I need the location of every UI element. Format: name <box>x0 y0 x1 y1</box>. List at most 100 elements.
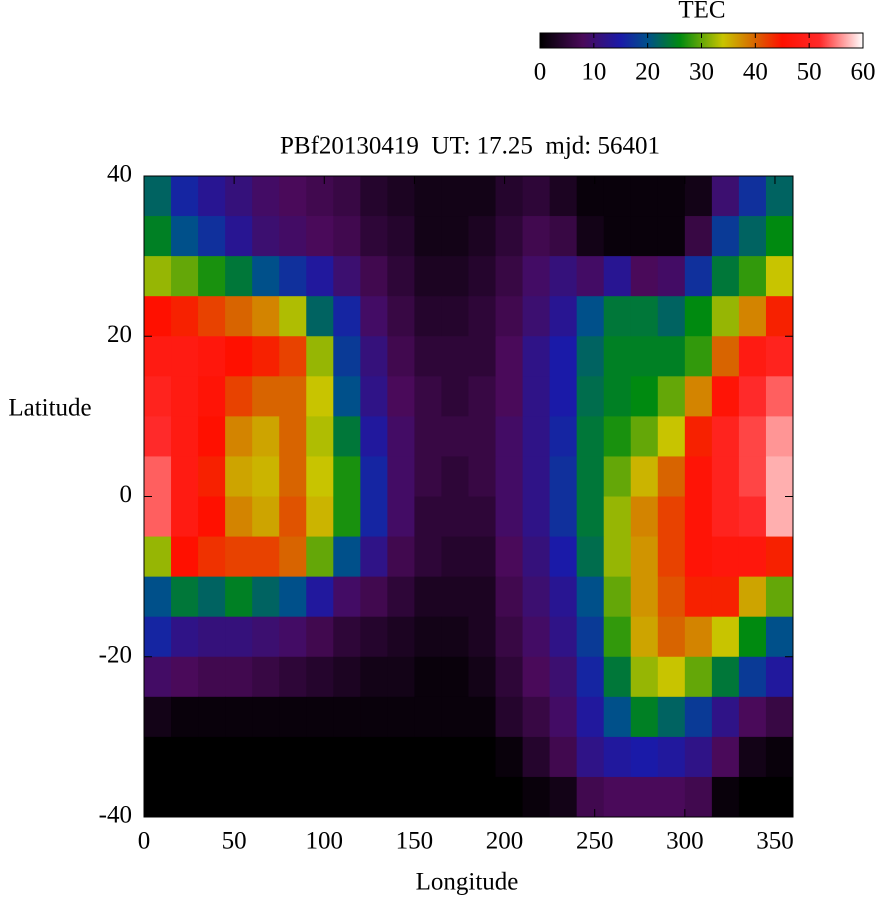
heat-cell <box>711 376 740 417</box>
heat-cell <box>684 616 713 658</box>
heat-cell <box>306 496 334 538</box>
heat-cell <box>441 656 469 698</box>
heat-cell <box>414 736 442 778</box>
heat-cell <box>360 296 388 337</box>
heat-cell <box>333 336 361 377</box>
heat-cell <box>252 736 280 778</box>
heat-cell <box>225 336 253 377</box>
heat-cell <box>387 776 415 818</box>
heat-cell <box>198 496 226 538</box>
heat-cell <box>414 496 442 538</box>
heat-cell <box>657 456 686 497</box>
heat-cell <box>576 216 605 257</box>
heat-cell <box>468 496 497 538</box>
heat-cell <box>468 576 497 618</box>
heat-cell <box>279 376 307 417</box>
heat-cell <box>252 696 280 738</box>
heat-cell <box>549 496 578 538</box>
heat-cell <box>468 336 497 377</box>
heat-cell <box>198 536 226 578</box>
heat-cell <box>468 376 497 417</box>
heat-cell <box>225 456 253 497</box>
heat-cell <box>549 736 578 778</box>
heat-cell <box>738 536 767 578</box>
heat-cell <box>657 416 686 457</box>
heat-cell <box>522 736 551 778</box>
heat-cell <box>630 616 659 658</box>
colorbar-tick-label: 30 <box>689 59 714 86</box>
heat-cell <box>144 496 172 538</box>
heat-cell <box>468 536 497 578</box>
heat-cell <box>171 456 199 497</box>
heat-cell <box>549 776 578 818</box>
heat-cell <box>522 776 551 818</box>
heat-cell <box>738 376 767 417</box>
heat-cell <box>576 616 605 658</box>
heat-cell <box>441 616 469 658</box>
heat-cell <box>495 576 524 618</box>
heat-cell <box>603 496 632 538</box>
heat-cell <box>522 696 551 738</box>
heat-cell <box>522 536 551 578</box>
heat-cell <box>441 456 469 497</box>
heat-cell <box>522 336 551 377</box>
heat-cell <box>630 256 659 297</box>
heat-cell <box>468 696 497 738</box>
heat-cell <box>495 176 524 217</box>
heat-cell <box>252 456 280 497</box>
heat-cell <box>576 776 605 818</box>
heat-cell <box>495 256 524 297</box>
heat-cell <box>252 296 280 337</box>
heat-cell <box>198 176 226 217</box>
heat-cell <box>279 296 307 337</box>
heat-cell <box>144 376 172 417</box>
heat-cell <box>495 456 524 497</box>
heat-cell <box>387 536 415 578</box>
heat-cell <box>441 536 469 578</box>
heat-cell <box>711 576 740 618</box>
heat-cell <box>198 776 226 818</box>
y-tick-label: 20 <box>107 321 132 348</box>
heat-cell <box>576 176 605 217</box>
heat-cell <box>549 416 578 457</box>
heat-cell <box>468 616 497 658</box>
heat-cell <box>738 736 767 778</box>
heat-cell <box>495 776 524 818</box>
heat-cell <box>657 296 686 337</box>
heat-cell <box>387 336 415 377</box>
heat-cell <box>468 176 497 217</box>
heat-cell <box>333 776 361 818</box>
heat-cell <box>495 376 524 417</box>
x-tick-label: 350 <box>756 828 794 855</box>
heat-cell <box>387 176 415 217</box>
heat-cell <box>522 296 551 337</box>
heat-cell <box>657 216 686 257</box>
heat-cell <box>765 536 794 578</box>
heat-cell <box>333 376 361 417</box>
heat-cell <box>252 776 280 818</box>
heat-cell <box>306 376 334 417</box>
heat-cell <box>414 616 442 658</box>
heat-cell <box>414 576 442 618</box>
heat-cell <box>198 616 226 658</box>
heat-cell <box>711 496 740 538</box>
heat-cell <box>576 376 605 417</box>
heat-cell <box>657 696 686 738</box>
heat-cell <box>333 496 361 538</box>
heat-cell <box>549 536 578 578</box>
heat-cell <box>738 616 767 658</box>
heat-cell <box>549 256 578 297</box>
heat-cell <box>414 696 442 738</box>
heat-cell <box>765 176 794 217</box>
heat-cell <box>630 696 659 738</box>
heat-cell <box>279 176 307 217</box>
heat-cell <box>360 776 388 818</box>
heat-cell <box>144 696 172 738</box>
heat-cell <box>738 336 767 377</box>
heat-cell <box>225 176 253 217</box>
heat-cell <box>630 416 659 457</box>
heat-cell <box>198 416 226 457</box>
heat-cell <box>306 736 334 778</box>
heat-cell <box>306 216 334 257</box>
heat-cell <box>657 656 686 698</box>
